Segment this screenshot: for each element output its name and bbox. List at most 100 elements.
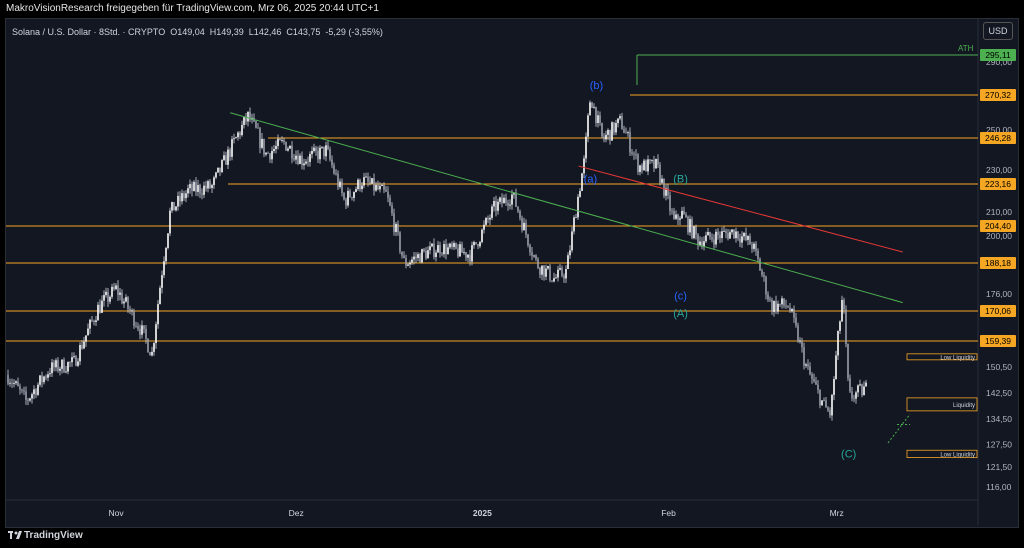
candle-body bbox=[445, 244, 447, 255]
candle-body bbox=[27, 399, 29, 401]
candle-body bbox=[261, 138, 263, 148]
level-price-tag bbox=[980, 132, 1016, 144]
candle-body bbox=[105, 291, 107, 296]
candle-body bbox=[527, 234, 529, 246]
candle-body bbox=[243, 117, 245, 125]
candle-body bbox=[727, 233, 729, 239]
candle-body bbox=[823, 400, 825, 402]
candle-body bbox=[223, 155, 225, 161]
candle-body bbox=[733, 229, 735, 239]
candle-body bbox=[703, 241, 705, 247]
candle-body bbox=[353, 191, 355, 198]
candle-body bbox=[369, 181, 371, 184]
candle-body bbox=[713, 239, 715, 245]
candle-body bbox=[291, 145, 293, 159]
candle-body bbox=[621, 116, 623, 130]
candle-body bbox=[343, 193, 345, 200]
candle-body bbox=[667, 188, 669, 196]
candle-body bbox=[665, 188, 667, 196]
candle-body bbox=[469, 254, 471, 262]
candle-body bbox=[783, 298, 785, 306]
candle-body bbox=[425, 251, 427, 259]
candle-body bbox=[457, 248, 459, 257]
candle-body bbox=[483, 224, 485, 230]
candle-body bbox=[793, 309, 795, 318]
candle-body bbox=[235, 137, 237, 139]
currency-button[interactable]: USD bbox=[983, 22, 1013, 40]
candle-body bbox=[709, 231, 711, 238]
candle-body bbox=[89, 319, 91, 329]
chart-panel[interactable] bbox=[5, 18, 1019, 528]
candle-body bbox=[801, 340, 803, 348]
candle-body bbox=[681, 210, 683, 219]
candle-body bbox=[109, 296, 111, 302]
candle-body bbox=[581, 173, 583, 191]
candle-body bbox=[339, 181, 341, 187]
candle-body bbox=[123, 301, 125, 304]
candle-body bbox=[657, 158, 659, 165]
candle-body bbox=[25, 391, 27, 400]
candle-body bbox=[167, 233, 169, 248]
candle-body bbox=[281, 140, 283, 141]
candle-body bbox=[193, 181, 195, 192]
candle-body bbox=[191, 184, 193, 192]
publisher-credit: MakroVisionResearch freigegeben für Trad… bbox=[6, 3, 379, 14]
candle-body bbox=[567, 255, 569, 270]
candle-body bbox=[173, 202, 175, 211]
candle-body bbox=[473, 242, 475, 246]
candle-body bbox=[705, 235, 707, 242]
candle-body bbox=[131, 310, 133, 312]
candle-body bbox=[237, 132, 239, 138]
candle-body bbox=[645, 160, 647, 172]
candle-body bbox=[29, 398, 31, 401]
candle-body bbox=[377, 184, 379, 190]
y-tick-label: 142,50 bbox=[986, 388, 1012, 398]
candle-body bbox=[587, 115, 589, 137]
candle-body bbox=[563, 275, 565, 279]
candle-body bbox=[535, 255, 537, 260]
candle-body bbox=[327, 145, 329, 150]
candle-body bbox=[71, 357, 73, 363]
candle-body bbox=[153, 343, 155, 352]
candle-body bbox=[197, 185, 199, 192]
candle-body bbox=[165, 247, 167, 262]
ath-label: ATH bbox=[958, 44, 974, 53]
candle-body bbox=[749, 236, 751, 245]
candle-body bbox=[751, 244, 753, 249]
candle-body bbox=[355, 189, 357, 192]
candle-body bbox=[179, 195, 181, 202]
candle-body bbox=[429, 246, 431, 251]
candle-body bbox=[91, 319, 93, 321]
candle-body bbox=[497, 201, 499, 211]
candle-body bbox=[559, 268, 561, 270]
candle-body bbox=[739, 238, 741, 243]
candle-body bbox=[465, 252, 467, 258]
candle-body bbox=[579, 190, 581, 197]
y-tick-label: 176,00 bbox=[986, 289, 1012, 299]
candle-body bbox=[785, 305, 787, 307]
candle-body bbox=[565, 269, 567, 279]
candle-body bbox=[107, 291, 109, 302]
candle-body bbox=[331, 159, 333, 166]
candle-body bbox=[175, 206, 177, 211]
y-tick-label: 200,00 bbox=[986, 231, 1012, 241]
candle-body bbox=[811, 374, 813, 379]
candle-body bbox=[363, 177, 365, 186]
candle-body bbox=[663, 178, 665, 196]
candle-body bbox=[255, 121, 257, 128]
candle-body bbox=[599, 115, 601, 123]
candle-body bbox=[119, 292, 121, 295]
candle-body bbox=[517, 206, 519, 212]
candle-body bbox=[315, 147, 317, 152]
candle-body bbox=[219, 167, 221, 173]
level-price-label: 270,32 bbox=[985, 90, 1011, 100]
level-price-label: 246,28 bbox=[985, 133, 1011, 143]
candle-body bbox=[619, 116, 621, 119]
candle-body bbox=[417, 254, 419, 259]
candle-body bbox=[707, 231, 709, 236]
candle-body bbox=[53, 362, 55, 368]
candle-body bbox=[555, 277, 557, 279]
candle-body bbox=[719, 235, 721, 238]
candle-body bbox=[817, 384, 819, 390]
